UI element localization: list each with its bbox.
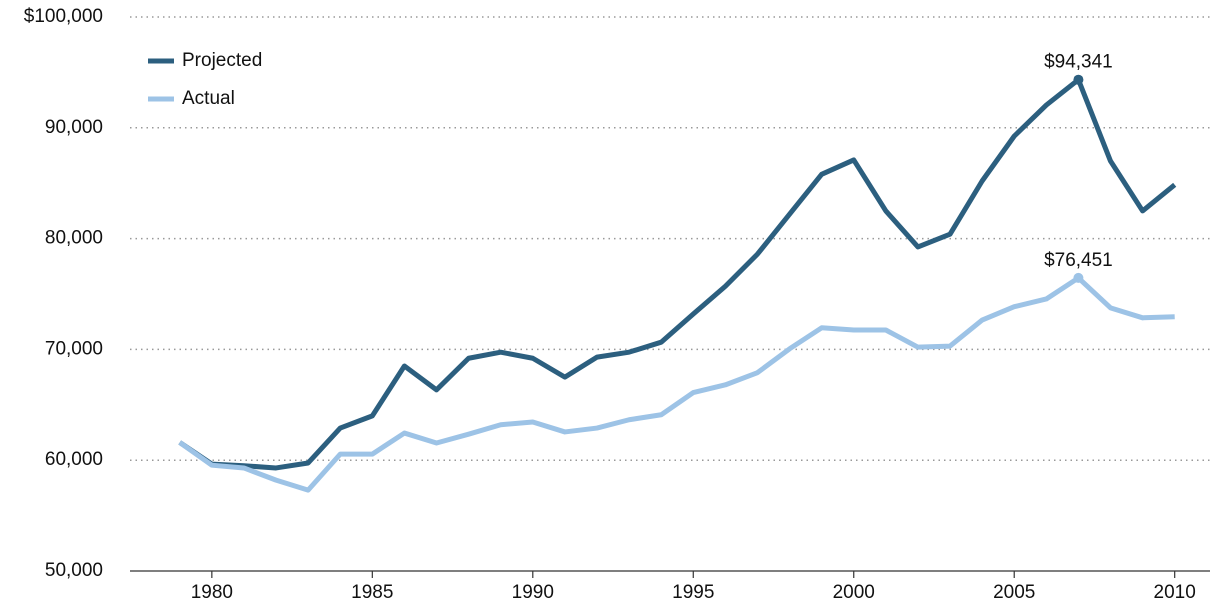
y-tick-label: 50,000 bbox=[45, 560, 103, 581]
legend-label: Actual bbox=[182, 88, 235, 109]
value-label: $94,341 bbox=[1044, 52, 1113, 73]
value-label: $76,451 bbox=[1044, 250, 1113, 271]
y-tick-label: $100,000 bbox=[24, 6, 103, 27]
point-marker bbox=[1073, 74, 1084, 85]
x-tick-label: 1985 bbox=[351, 582, 393, 603]
y-tick-label: 90,000 bbox=[45, 117, 103, 138]
x-tick-label: 2000 bbox=[833, 582, 875, 603]
x-tick-label: 1995 bbox=[672, 582, 714, 603]
x-tick-label: 2010 bbox=[1154, 582, 1196, 603]
series-line bbox=[178, 77, 1177, 471]
y-tick-label: 80,000 bbox=[45, 228, 103, 249]
y-tick-label: 70,000 bbox=[45, 338, 103, 359]
x-tick-label: 2005 bbox=[993, 582, 1035, 603]
series-line bbox=[178, 275, 1175, 493]
x-tick-label: 1990 bbox=[512, 582, 554, 603]
x-tick-label: 1980 bbox=[191, 582, 233, 603]
point-marker bbox=[1073, 272, 1084, 283]
legend-label: Projected bbox=[182, 50, 262, 71]
y-tick-label: 60,000 bbox=[45, 449, 103, 470]
